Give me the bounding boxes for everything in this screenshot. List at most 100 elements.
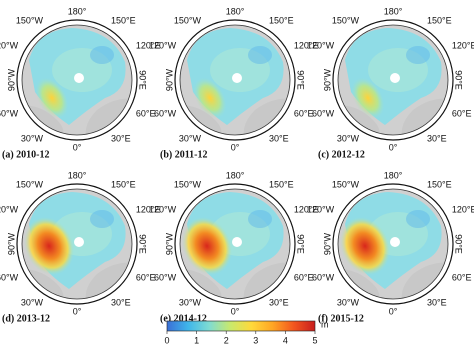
longitude-label: 60°W	[0, 272, 19, 282]
longitude-label: 180°	[226, 170, 245, 180]
longitude-label: 120°W	[307, 40, 335, 50]
map-panel	[22, 189, 132, 299]
longitude-label: 90°E	[296, 234, 306, 254]
pole-hole	[232, 237, 242, 247]
longitude-label: 30°E	[427, 133, 447, 143]
longitude-label: 90°W	[6, 232, 16, 255]
longitude-label: 0°	[73, 142, 82, 152]
map-border	[21, 188, 133, 300]
longitude-label: 0°	[231, 306, 240, 316]
thick-ice	[35, 77, 69, 119]
longitude-label: 60°E	[294, 272, 314, 282]
map-panel	[180, 189, 290, 299]
longitude-label: 120°W	[149, 204, 177, 214]
ice-speckle	[406, 210, 430, 228]
map-panel	[22, 25, 132, 135]
longitude-label: 30°E	[269, 133, 289, 143]
longitude-label: 90°E	[138, 234, 148, 254]
colorbar-tick-label: 2	[224, 335, 229, 345]
longitude-label: 0°	[389, 142, 398, 152]
map-border	[337, 188, 449, 300]
thick-ice	[351, 77, 385, 119]
longitude-label: 180°	[226, 6, 245, 16]
longitude-label: 90°E	[454, 234, 464, 254]
map-panel	[338, 25, 448, 135]
longitude-label: 90°W	[322, 68, 332, 91]
longitude-label: 120°E	[452, 40, 474, 50]
longitude-label: 60°E	[452, 108, 472, 118]
longitude-label: 60°W	[0, 108, 19, 118]
colorbar	[166, 320, 316, 332]
longitude-label: 120°E	[452, 204, 474, 214]
longitude-label: 150°E	[427, 179, 452, 189]
longitude-label: 150°E	[111, 15, 136, 25]
pole-hole	[74, 73, 84, 83]
thick-ice	[339, 216, 391, 276]
colorbar-tick-label: 1	[194, 335, 199, 345]
longitude-label: 60°E	[136, 272, 156, 282]
longitude-label: 180°	[68, 6, 87, 16]
pole-hole	[232, 73, 242, 83]
longitude-label: 90°E	[296, 70, 306, 90]
map-panel	[180, 25, 290, 135]
longitude-label: 120°W	[307, 204, 335, 214]
longitude-label: 120°E	[136, 204, 161, 214]
ice-speckle	[90, 46, 114, 64]
longitude-label: 30°W	[179, 133, 202, 143]
longitude-label: 0°	[73, 306, 82, 316]
longitude-label: 150°W	[16, 15, 44, 25]
longitude-label: 120°E	[136, 40, 161, 50]
graticule-ring	[332, 19, 454, 141]
longitude-label: 30°W	[21, 297, 44, 307]
graticule-ring	[16, 183, 138, 305]
longitude-label: 180°	[68, 170, 87, 180]
longitude-label: 0°	[389, 306, 398, 316]
longitude-label: 90°W	[322, 232, 332, 255]
thick-ice	[23, 216, 75, 276]
colorbar-tick-label: 5	[312, 335, 317, 345]
longitude-label: 90°W	[164, 232, 174, 255]
longitude-label: 60°E	[294, 108, 314, 118]
panel-label: (b) 2011-12	[160, 149, 208, 160]
longitude-label: 60°W	[154, 108, 177, 118]
longitude-label: 30°E	[427, 297, 447, 307]
map-border	[337, 24, 449, 136]
longitude-label: 90°W	[164, 68, 174, 91]
pole-hole	[74, 237, 84, 247]
longitude-label: 30°W	[337, 133, 360, 143]
panel-label: (e) 2014-12	[160, 313, 207, 324]
longitude-label: 150°E	[427, 15, 452, 25]
longitude-label: 60°E	[452, 272, 472, 282]
longitude-label: 150°E	[111, 179, 136, 189]
ice-speckle	[406, 46, 430, 64]
colorbar-tick-label: 0	[164, 335, 169, 345]
longitude-label: 150°W	[16, 179, 44, 189]
longitude-label: 90°E	[454, 70, 464, 90]
ice-speckle	[248, 46, 272, 64]
map-border	[179, 188, 291, 300]
colorbar-tick-label: 4	[283, 335, 288, 345]
graticule-ring	[174, 19, 296, 141]
graticule-ring	[16, 19, 138, 141]
longitude-label: 120°E	[294, 204, 319, 214]
graticule-ring	[332, 183, 454, 305]
longitude-label: 180°	[384, 170, 403, 180]
pole-hole	[390, 237, 400, 247]
longitude-label: 120°W	[149, 40, 177, 50]
longitude-label: 120°E	[294, 40, 319, 50]
longitude-label: 150°E	[269, 15, 294, 25]
longitude-label: 150°E	[269, 179, 294, 189]
longitude-label: 180°	[384, 6, 403, 16]
ice-speckle	[248, 210, 272, 228]
longitude-label: 30°E	[269, 297, 289, 307]
map-border	[21, 24, 133, 136]
graticule-ring	[174, 183, 296, 305]
longitude-label: 150°W	[332, 179, 360, 189]
panel-label: (f) 2015-12	[318, 313, 364, 324]
colorbar-unit: m	[321, 319, 329, 329]
longitude-label: 60°E	[136, 108, 156, 118]
map-border	[179, 24, 291, 136]
longitude-label: 60°W	[312, 108, 335, 118]
longitude-label: 150°W	[332, 15, 360, 25]
